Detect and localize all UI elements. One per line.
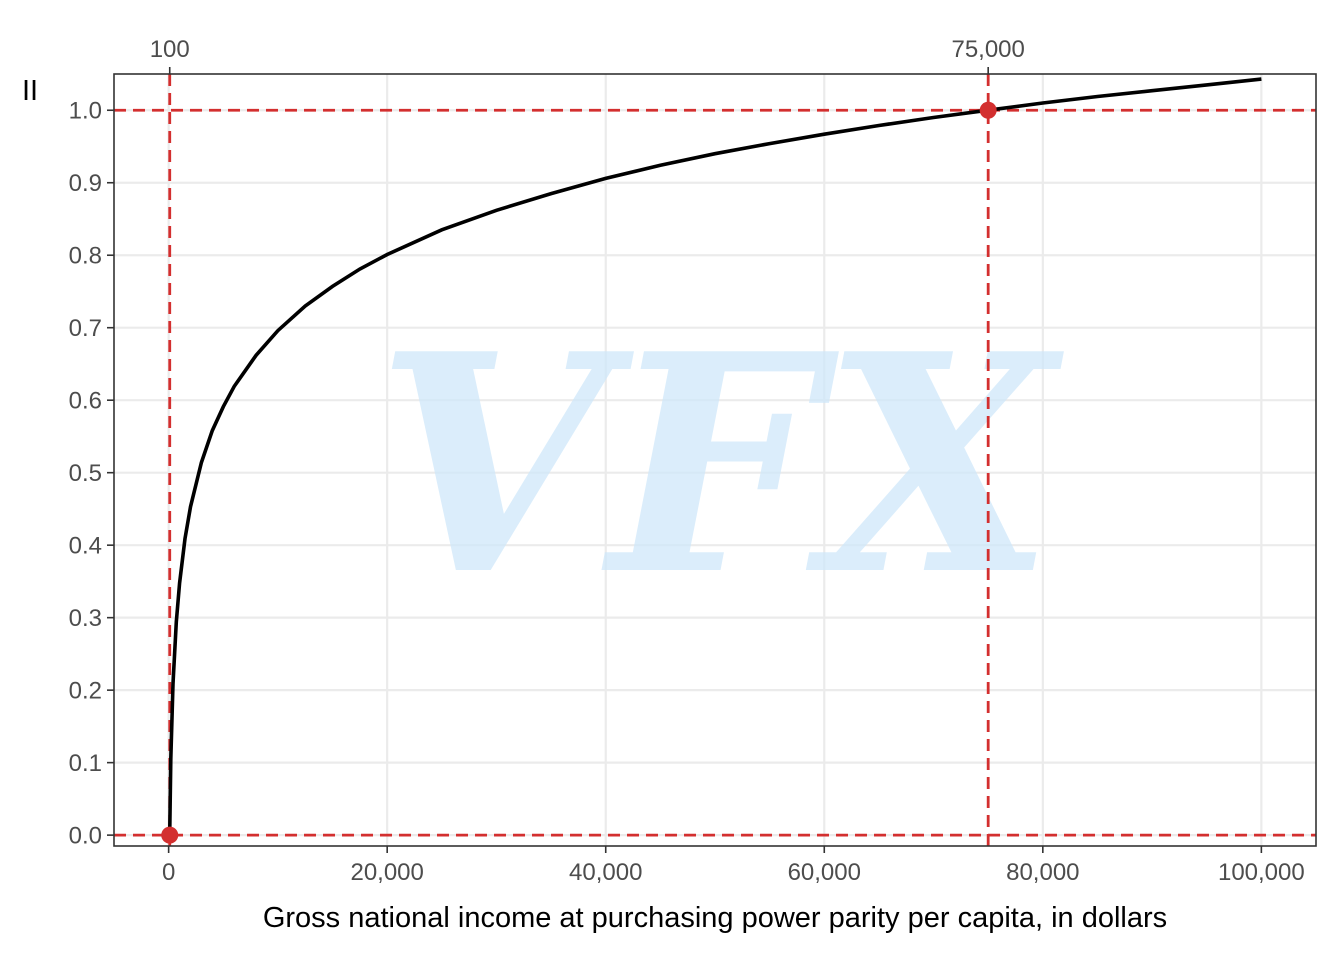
highlight-point: [161, 826, 179, 844]
series-layer: [167, 77, 1262, 836]
y-axis-title: II: [22, 75, 38, 107]
watermark-text: VFX: [376, 288, 1066, 641]
y-tick-label: 0.4: [69, 533, 102, 560]
x-tick-label: 20,000: [350, 859, 423, 886]
plot-panel-border: [113, 73, 1317, 847]
y-tick-label: 0.2: [69, 678, 102, 705]
y-tick-label: 0.9: [69, 170, 102, 197]
y-tick-label: 1.0: [69, 98, 102, 125]
x-tick-label: 60,000: [788, 859, 861, 886]
x-tick-label: 40,000: [569, 859, 642, 886]
reference-lines: [114, 74, 1316, 846]
x-tick-label: 80,000: [1006, 859, 1079, 886]
y-tick-label: 0.3: [69, 605, 102, 632]
y-tick-label: 0.6: [69, 388, 102, 415]
series-line: [167, 77, 1262, 836]
y-tick-label: 0.0: [69, 823, 102, 850]
highlight-points: [161, 101, 997, 844]
highlight-point: [979, 101, 997, 119]
y-tick-label: 0.1: [69, 750, 102, 777]
x-tick-label: 100,000: [1218, 859, 1305, 886]
top-tick-label: 100: [150, 36, 190, 63]
y-tick-label: 0.8: [69, 243, 102, 270]
axes: 0 20,000 40,000 60,000 80,000 100,000 0.0 0.1 0.…: [69, 36, 1305, 886]
x-axis-title: Gross national income at purchasing powe…: [263, 902, 1167, 934]
top-tick-label: 75,000: [951, 36, 1024, 63]
x-tick-label: 0: [162, 859, 175, 886]
y-tick-label: 0.7: [69, 315, 102, 342]
y-tick-label: 0.5: [69, 460, 102, 487]
